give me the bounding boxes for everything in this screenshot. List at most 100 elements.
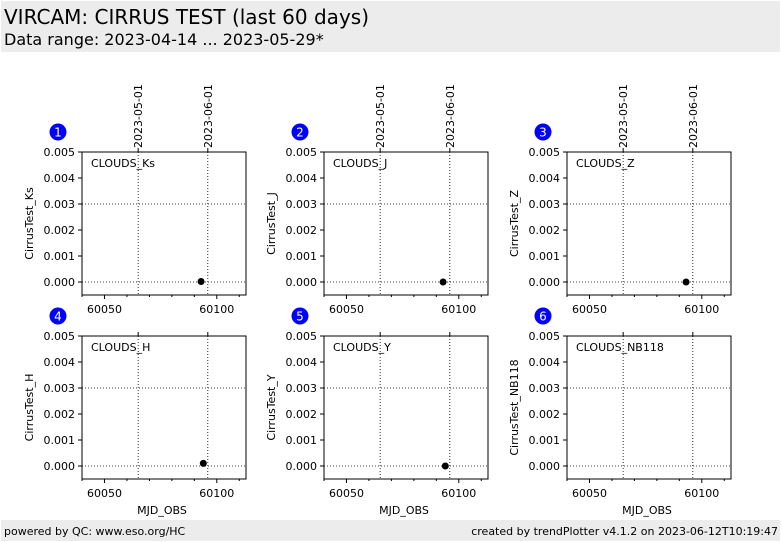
y-tick-label: 0.002: [44, 224, 76, 237]
data-point: [197, 277, 205, 285]
panel-number-label: 2: [296, 126, 304, 140]
y-axis-label: CirrusTest_H: [23, 374, 36, 442]
panel-number-label: 6: [539, 310, 547, 324]
y-axis-label: CirrusTest_Z: [508, 190, 521, 257]
x-tick-label: 60100: [441, 303, 476, 316]
y-tick-label: 0.002: [44, 408, 76, 421]
plot-frame: [323, 151, 489, 296]
date-tick-label: 2023-06-01: [444, 84, 457, 148]
y-axis-label: CirrusTest_Y: [265, 374, 278, 440]
y-tick-label: 0.004: [44, 356, 76, 369]
y-tick-label: 0.003: [44, 198, 76, 211]
panel-number-label: 4: [54, 310, 62, 324]
y-tick-label: 0.001: [286, 434, 318, 447]
y-tick-label: 0.003: [44, 382, 76, 395]
x-tick-label: 60050: [572, 303, 607, 316]
plot-frame: [566, 151, 732, 296]
y-axis-label: CirrusTest_NB118: [508, 359, 521, 455]
y-tick-label: 0.004: [529, 172, 561, 185]
data-point: [439, 278, 447, 286]
panel-number-label: 3: [539, 126, 547, 140]
x-tick-label: 60050: [329, 303, 364, 316]
y-tick-label: 0.001: [529, 434, 561, 447]
y-tick-label: 0.000: [44, 460, 76, 473]
panel-number-badge: [291, 307, 309, 325]
x-tick-label: 60050: [87, 303, 122, 316]
page-subtitle: Data range: 2023-04-14 ... 2023-05-29*: [4, 30, 324, 49]
y-tick-label: 0.005: [529, 146, 561, 159]
y-tick-label: 0.000: [286, 460, 318, 473]
plot-frame: [81, 151, 247, 296]
date-tick-label: 2023-05-01: [617, 84, 630, 148]
y-tick-label: 0.002: [529, 224, 561, 237]
y-tick-label: 0.004: [44, 172, 76, 185]
panel-label: CLOUDS_Z: [576, 157, 635, 170]
y-tick-label: 0.003: [529, 198, 561, 211]
x-tick-label: 60050: [329, 487, 364, 500]
date-tick-label: 2023-05-01: [132, 84, 145, 148]
y-tick-label: 0.004: [286, 172, 318, 185]
y-tick-label: 0.005: [44, 146, 76, 159]
data-point: [441, 462, 449, 470]
y-tick-label: 0.001: [529, 250, 561, 263]
date-tick-label: 2023-05-01: [374, 84, 387, 148]
y-tick-label: 0.005: [286, 146, 318, 159]
chart-panel-4: 0.000 0.001 0.002 0.003 0.004 0.005 60050 60100…: [23, 307, 247, 517]
y-axis-label: CirrusTest_J: [265, 192, 278, 255]
panel-number-badge: [49, 123, 67, 141]
panel-label: CLOUDS_J: [333, 157, 387, 170]
y-tick-label: 0.003: [286, 382, 318, 395]
plot-frame: [81, 335, 247, 480]
panel-number-label: 1: [54, 126, 62, 140]
panel-label: CLOUDS_NB118: [576, 341, 664, 354]
x-axis-label: MJD_OBS: [137, 504, 187, 517]
x-tick-label: 60100: [199, 487, 234, 500]
footer-credit: powered by QC: www.eso.org/HC: [4, 525, 186, 538]
y-tick-label: 0.005: [286, 330, 318, 343]
header-band: [1, 1, 780, 52]
y-tick-label: 0.004: [529, 356, 561, 369]
panel-number-badge: [534, 123, 552, 141]
panel-label: CLOUDS_H: [91, 341, 150, 354]
panel-number-badge: [291, 123, 309, 141]
y-tick-label: 0.000: [529, 276, 561, 289]
chart-panel-2: 0.000 0.001 0.002 0.003 0.004 0.005 60050 60100…: [265, 84, 489, 316]
panel-number-badge: [534, 307, 552, 325]
x-tick-label: 60050: [87, 487, 122, 500]
panel-label: CLOUDS_Ks: [91, 157, 155, 170]
panel-label: CLOUDS_Y: [333, 341, 391, 354]
chart-panel-3: 0.000 0.001 0.002 0.003 0.004 0.005 60050 60100…: [508, 84, 732, 316]
y-tick-label: 0.000: [44, 276, 76, 289]
panel-number-label: 5: [296, 310, 304, 324]
y-tick-label: 0.003: [529, 382, 561, 395]
y-tick-label: 0.005: [44, 330, 76, 343]
y-tick-label: 0.004: [286, 356, 318, 369]
y-tick-label: 0.000: [529, 460, 561, 473]
x-tick-label: 60100: [684, 487, 719, 500]
panel-number-badge: [49, 307, 67, 325]
y-tick-label: 0.002: [286, 224, 318, 237]
chart-panel-6: 0.000 0.001 0.002 0.003 0.004 0.005 60050 60100…: [508, 307, 732, 517]
x-tick-label: 60100: [441, 487, 476, 500]
footer-timestamp: created by trendPlotter v4.1.2 on 2023-0…: [471, 525, 778, 538]
date-tick-label: 2023-06-01: [202, 84, 215, 148]
page-title: VIRCAM: CIRRUS TEST (last 60 days): [4, 5, 369, 29]
y-tick-label: 0.003: [286, 198, 318, 211]
y-tick-label: 0.002: [286, 408, 318, 421]
y-tick-label: 0.001: [286, 250, 318, 263]
x-axis-label: MJD_OBS: [622, 504, 672, 517]
x-axis-label: MJD_OBS: [379, 504, 429, 517]
y-tick-label: 0.005: [529, 330, 561, 343]
date-tick-label: 2023-06-01: [687, 84, 700, 148]
chart-panel-1: 0.000 0.001 0.002 0.003 0.004 0.005 60050 60100…: [23, 84, 247, 316]
y-tick-label: 0.002: [529, 408, 561, 421]
y-axis-label: CirrusTest_Ks: [23, 187, 36, 260]
y-tick-label: 0.000: [286, 276, 318, 289]
plot-frame: [566, 335, 732, 480]
y-tick-label: 0.001: [44, 434, 76, 447]
data-point: [682, 278, 690, 286]
x-tick-label: 60100: [684, 303, 719, 316]
x-tick-label: 60050: [572, 487, 607, 500]
data-point: [199, 459, 207, 467]
